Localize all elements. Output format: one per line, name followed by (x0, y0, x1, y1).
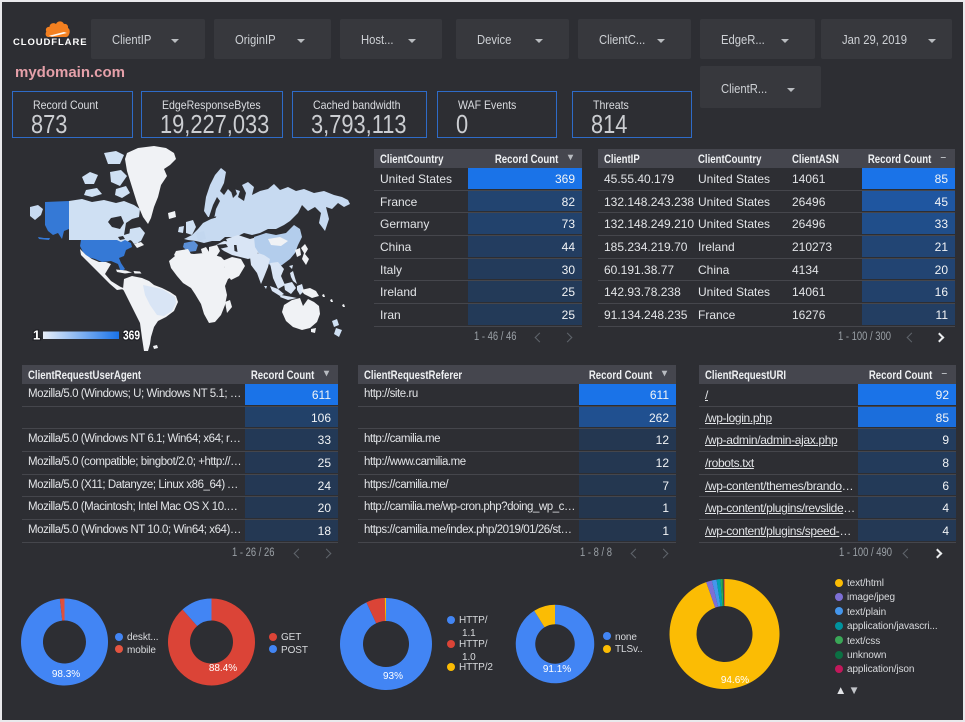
svg-text:98.3%: 98.3% (52, 669, 80, 680)
svg-text:94.6%: 94.6% (721, 675, 749, 686)
svg-text:CLOUDFLARE: CLOUDFLARE (13, 37, 87, 48)
svg-text:93%: 93% (383, 671, 403, 682)
svg-text:1: 1 (33, 328, 40, 343)
svg-text:369: 369 (123, 329, 140, 343)
svg-text:88.4%: 88.4% (209, 663, 237, 674)
svg-text:91.1%: 91.1% (543, 664, 571, 675)
